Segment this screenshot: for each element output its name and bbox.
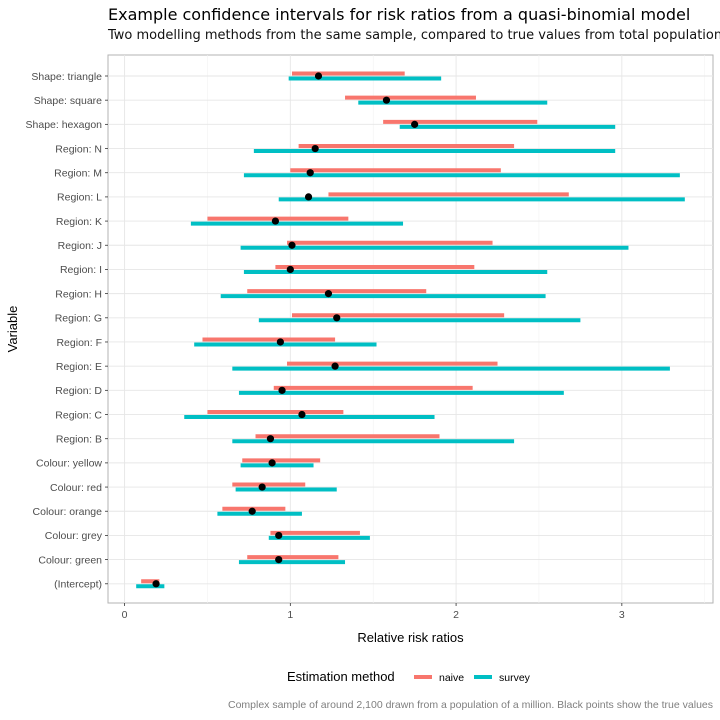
true-value-point xyxy=(276,338,284,346)
y-tick-label: Colour: orange xyxy=(33,506,103,518)
x-tick-label: 2 xyxy=(453,609,459,621)
y-axis-title: Variable xyxy=(5,306,20,353)
true-value-point xyxy=(298,410,306,419)
true-value-point xyxy=(266,435,275,443)
true-value-point xyxy=(306,169,314,177)
true-value-point xyxy=(248,507,256,515)
true-value-point xyxy=(314,72,323,80)
true-value-point xyxy=(288,241,296,249)
grid-lines xyxy=(108,55,713,603)
true-value-point xyxy=(258,483,266,491)
true-value-point xyxy=(311,144,319,153)
legend-title: Estimation method xyxy=(287,669,395,684)
true-value-point xyxy=(286,265,294,274)
x-tick-label: 3 xyxy=(619,609,625,621)
true-value-point xyxy=(382,96,391,104)
true-value-point xyxy=(268,459,276,467)
y-tick-label: Shape: hexagon xyxy=(26,119,103,131)
y-tick-label: Region: M xyxy=(54,168,102,180)
true-value-points xyxy=(152,72,419,588)
x-tick-label: 0 xyxy=(122,609,128,621)
x-tick-label: 1 xyxy=(287,609,293,621)
true-value-point xyxy=(324,290,333,298)
y-tick-label: Colour: green xyxy=(38,554,102,566)
y-tick-label: Region: K xyxy=(56,216,102,228)
true-value-point xyxy=(333,314,341,322)
y-tick-label: Region: N xyxy=(55,143,102,155)
y-tick-label: Region: D xyxy=(55,385,102,397)
y-tick-label: Region: H xyxy=(55,288,102,300)
chart-caption: Complex sample of around 2,100 drawn fro… xyxy=(228,699,713,711)
true-value-point xyxy=(271,217,280,225)
y-tick-label: Region: L xyxy=(57,192,102,204)
y-tick-label: Colour: yellow xyxy=(36,458,102,470)
true-value-point xyxy=(275,531,283,540)
y-tick-label: Region: I xyxy=(60,264,102,276)
y-tick-label: Colour: red xyxy=(50,482,102,494)
true-value-point xyxy=(411,120,419,128)
legend-label-survey: survey xyxy=(499,672,531,684)
y-tick-label: Region: G xyxy=(55,313,102,325)
true-value-point xyxy=(275,556,283,564)
legend-label-naive: naive xyxy=(439,672,464,684)
chart-title: Example confidence intervals for risk ra… xyxy=(108,5,690,24)
true-value-point xyxy=(152,580,160,588)
legend: Estimation method naive survey xyxy=(287,669,531,684)
chart-subtitle: Two modelling methods from the same samp… xyxy=(107,28,720,43)
y-tick-label: Region: F xyxy=(56,337,102,349)
true-value-point xyxy=(331,362,339,370)
x-axis-ticks: 0 1 2 3 xyxy=(122,603,625,621)
y-axis-ticks: Shape: triangle Shape: square Shape: hexag… xyxy=(26,71,108,591)
y-tick-label: Region: C xyxy=(55,409,102,421)
y-tick-label: Shape: triangle xyxy=(31,71,102,83)
y-tick-label: Region: J xyxy=(58,240,102,252)
y-tick-label: Region: B xyxy=(56,434,102,446)
y-tick-label: Colour: grey xyxy=(45,530,103,542)
series-survey xyxy=(136,76,685,589)
x-axis-title: Relative risk ratios xyxy=(357,630,464,645)
y-tick-label: (Intercept) xyxy=(54,579,102,591)
true-value-point xyxy=(304,193,313,201)
y-tick-label: Shape: square xyxy=(34,95,102,107)
true-value-point xyxy=(278,386,286,394)
y-tick-label: Region: E xyxy=(56,361,102,373)
